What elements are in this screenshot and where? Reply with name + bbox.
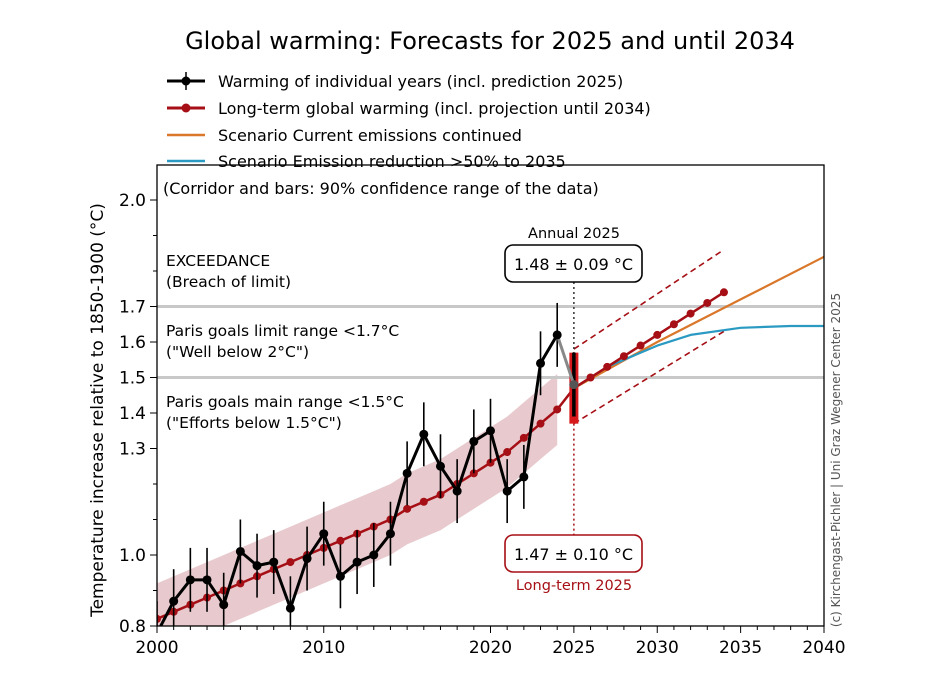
- annual-point-2019: [469, 436, 479, 446]
- y-tick-label-1.5: 1.5: [119, 369, 146, 389]
- y-tick-label-1.3: 1.3: [119, 440, 146, 460]
- y-tick-label-1.6: 1.6: [119, 333, 146, 353]
- scenario-line-2: [573, 255, 824, 390]
- annual-2025-value: 1.48 ± 0.09 °C: [514, 255, 633, 274]
- annual-point-2021: [502, 486, 512, 496]
- annual-point-2012: [352, 557, 362, 567]
- annual-point-2022: [519, 472, 529, 482]
- annual-point-2018: [452, 486, 462, 496]
- zone-limit-title: Paris goals limit range <1.7°C: [166, 322, 399, 340]
- long-term-point-2008: [286, 558, 295, 567]
- longterm-2025-label: Long-term 2025: [516, 578, 632, 594]
- long-term-point-2032: [686, 309, 695, 318]
- long-term-point-2015: [403, 504, 412, 513]
- x-tick-label-2010: 2010: [302, 638, 345, 658]
- legend-label-current: Scenario Current emissions continued: [218, 126, 522, 145]
- long-term-point-2011: [336, 536, 345, 545]
- x-tick-label-2000: 2000: [135, 638, 178, 658]
- annual-line-prediction-segment: [555, 334, 576, 386]
- annual-point-2016: [419, 429, 429, 439]
- chart-title: Global warming: Forecasts for 2025 and u…: [185, 27, 795, 55]
- annual-point-2008: [285, 603, 295, 613]
- annual-point-2005: [235, 546, 245, 556]
- x-tick-label-2025: 2025: [552, 638, 595, 658]
- long-term-point-2000: [157, 614, 161, 623]
- zone-limit-sub: ("Well below 2°C"): [166, 343, 309, 361]
- annual-point-2006: [252, 561, 262, 571]
- y-tick-label-0.8: 0.8: [119, 617, 146, 637]
- y-tick-label-2.0: 2.0: [119, 191, 146, 211]
- longterm-2025-box: [504, 534, 643, 573]
- zone-exceedance-title: EXCEEDANCE: [166, 252, 270, 270]
- legend-label-annual: Warming of individual years (incl. predi…: [218, 72, 623, 91]
- annual-series: [159, 330, 579, 626]
- annual-point-2007: [269, 557, 279, 567]
- annual-point-2002: [185, 575, 195, 585]
- x-tick-label-2040: 2040: [802, 638, 845, 658]
- long-term-point-2027: [603, 362, 612, 371]
- y-tick-label-1.4: 1.4: [119, 404, 146, 424]
- annual-point-2025: [569, 380, 579, 390]
- legend-note: (Corridor and bars: 90% confidence range…: [163, 179, 599, 198]
- annual-point-2023: [536, 358, 546, 368]
- annual-point-2024: [552, 330, 562, 340]
- annual-point-2011: [335, 571, 345, 581]
- y-axis: 0.8 1.0 1.3 1.4 1.5 1.6 1.7 2.0: [119, 191, 157, 637]
- legend: Warming of individual years (incl. predi…: [163, 72, 651, 198]
- zone-main-title: Paris goals main range <1.5°C: [166, 393, 404, 411]
- annual-point-2003: [202, 575, 212, 585]
- annual-point-2020: [486, 426, 495, 436]
- y-tick-label-1.0: 1.0: [119, 546, 146, 566]
- y-tick-label-1.7: 1.7: [119, 298, 146, 318]
- x-tick-label-2020: 2020: [469, 638, 512, 658]
- long-term-point-2023: [536, 419, 545, 428]
- long-term-point-2029: [636, 341, 645, 350]
- x-axis: 2000 2010 2020 2025 2030 2035 2040: [135, 626, 846, 658]
- legend-label-longterm: Long-term global warming (incl. projecti…: [218, 99, 651, 118]
- annual-point-2001: [169, 596, 179, 606]
- long-term-point-2026: [586, 373, 595, 382]
- x-tick-label-2035: 2035: [719, 638, 762, 658]
- long-term-point-2033: [703, 298, 712, 307]
- y-axis-label: Temperature increase relative to 1850-19…: [88, 203, 108, 618]
- x-tick-label-2030: 2030: [636, 638, 679, 658]
- long-term-point-2034: [719, 288, 728, 297]
- credit-text: (c) Kirchengast-Pichler | Uni Graz Wegen…: [829, 293, 843, 627]
- long-term-point-2030: [653, 330, 662, 339]
- legend-swatch-annual-marker: [181, 76, 191, 86]
- long-term-point-2028: [619, 352, 628, 361]
- annual-2025-label: Annual 2025: [528, 226, 620, 242]
- long-term-point-2024: [553, 405, 562, 414]
- long-term-point-2022: [519, 433, 528, 442]
- annual-point-2014: [385, 529, 395, 539]
- long-term-point-2016: [419, 497, 428, 506]
- longterm-2025-value: 1.47 ± 0.10 °C: [514, 545, 633, 564]
- legend-label-reduction: Scenario Emission reduction >50% to 2035: [218, 152, 566, 171]
- annual-point-2015: [402, 468, 412, 478]
- zone-exceedance-sub: (Breach of limit): [166, 273, 291, 291]
- annual-point-2004: [219, 600, 229, 610]
- long-term-point-2031: [669, 320, 678, 329]
- annual-point-2009: [302, 554, 312, 564]
- plot-area: [157, 249, 824, 626]
- annual-point-2013: [369, 550, 379, 560]
- annual-point-2017: [435, 461, 445, 471]
- annual-point-2010: [319, 529, 329, 539]
- zone-main-sub: ("Efforts below 1.5°C"): [166, 414, 342, 432]
- annual-2025-box: [504, 244, 643, 283]
- long-term-point-2021: [503, 448, 512, 457]
- legend-swatch-longterm-marker: [181, 103, 191, 113]
